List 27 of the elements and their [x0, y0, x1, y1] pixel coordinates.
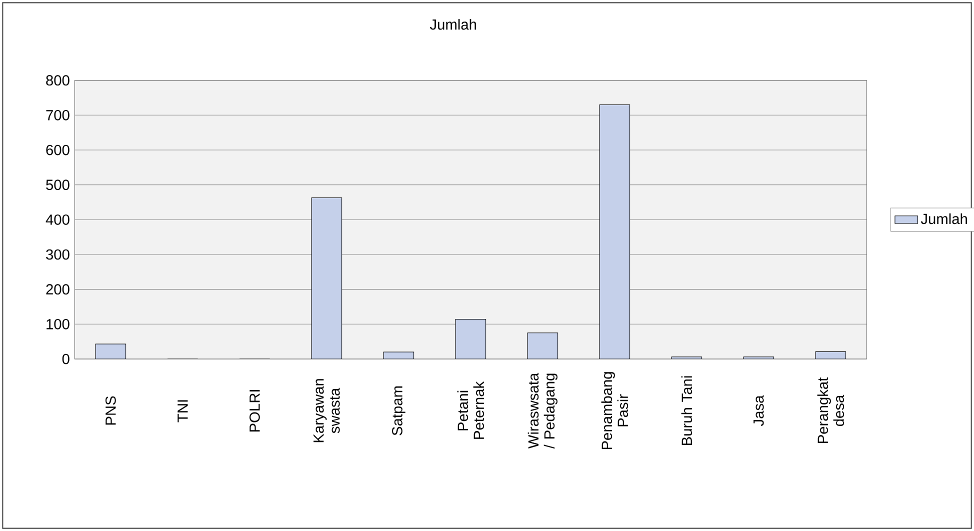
x-tick-label: Petani Peternak [457, 381, 484, 439]
x-tick-label: TNI [178, 400, 188, 422]
y-tick-label: 100 [46, 318, 70, 330]
bar [95, 344, 126, 359]
y-tick-label: 300 [46, 249, 70, 260]
y-tick-label: 800 [46, 75, 70, 86]
bar [527, 332, 558, 359]
x-tick-label: Satpam [392, 386, 406, 436]
x-tick-label: Buruh Tani [681, 376, 692, 445]
bar [599, 104, 630, 359]
x-tick-label: Karyawan swasta [314, 379, 340, 442]
y-tick-label: 500 [46, 180, 70, 190]
chart-title: Jumlah [430, 18, 476, 30]
x-tick-label: Wiraswsata / Pedagang [528, 372, 558, 449]
legend-label: Jumlah [920, 213, 967, 224]
x-tick-label: PNS [106, 396, 116, 425]
y-tick-label: 700 [46, 110, 70, 120]
y-tick-label: 600 [46, 144, 70, 156]
x-tick-label: POLRI [250, 390, 260, 432]
bar [311, 197, 342, 359]
bar [455, 319, 486, 359]
y-tick-label: 200 [46, 284, 70, 295]
y-tick-label: 400 [46, 214, 70, 225]
x-tick-label: Jasa [754, 395, 764, 426]
x-tick-label: Perangkat desa [817, 377, 844, 443]
x-tick-label: Penambang Pasir [601, 372, 628, 450]
y-tick-label: 0 [62, 354, 70, 364]
